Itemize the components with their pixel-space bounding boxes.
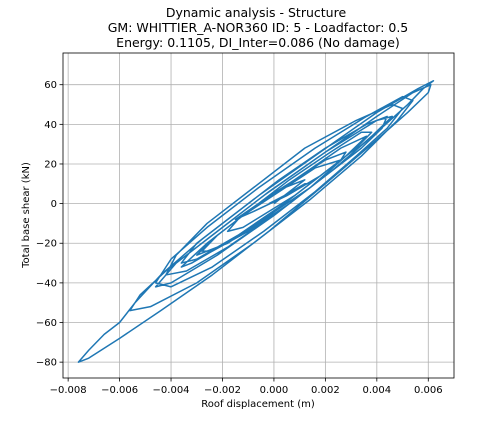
y-tick-label: 40: [44, 120, 57, 131]
y-tick-label: −20: [36, 239, 57, 250]
series-layer: [77, 79, 435, 363]
y-tick-label: 0: [51, 199, 57, 210]
y-tick-label: −80: [36, 358, 57, 369]
y-tick-label: 60: [44, 80, 57, 91]
x-tick-label: −0.004: [153, 385, 190, 396]
x-tick-label: 0.002: [311, 385, 340, 396]
axis-ticks: −0.008 −0.006 −0.004 −0.002 0.000 0.002 0.004 0…: [36, 80, 443, 396]
x-tick-label: 0.004: [363, 385, 392, 396]
x-tick-label: −0.006: [101, 385, 138, 396]
chart-title: Dynamic analysis - Structure GM: WHITTIE…: [108, 5, 409, 50]
y-tick-label: −40: [36, 278, 57, 289]
x-tick-label: −0.002: [204, 385, 241, 396]
chart-title-line-3: Energy: 0.1105, DI_Inter=0.086 (No damag…: [116, 35, 400, 50]
x-axis-label: Roof displacement (m): [201, 399, 315, 410]
x-tick-label: 0.000: [260, 385, 289, 396]
chart-title-line-1: Dynamic analysis - Structure: [166, 5, 347, 20]
y-tick-label: 20: [44, 159, 57, 170]
plot-area-frame: [62, 52, 455, 379]
y-axis-label: Total base shear (kN): [21, 162, 32, 269]
chart-title-line-2: GM: WHITTIER_A-NOR360 ID: 5 - Loadfactor…: [108, 20, 409, 35]
x-tick-label: −0.008: [50, 385, 87, 396]
hysteresis-series-line: [77, 79, 435, 363]
y-tick-label: −60: [36, 318, 57, 329]
x-tick-label: 0.006: [414, 385, 443, 396]
